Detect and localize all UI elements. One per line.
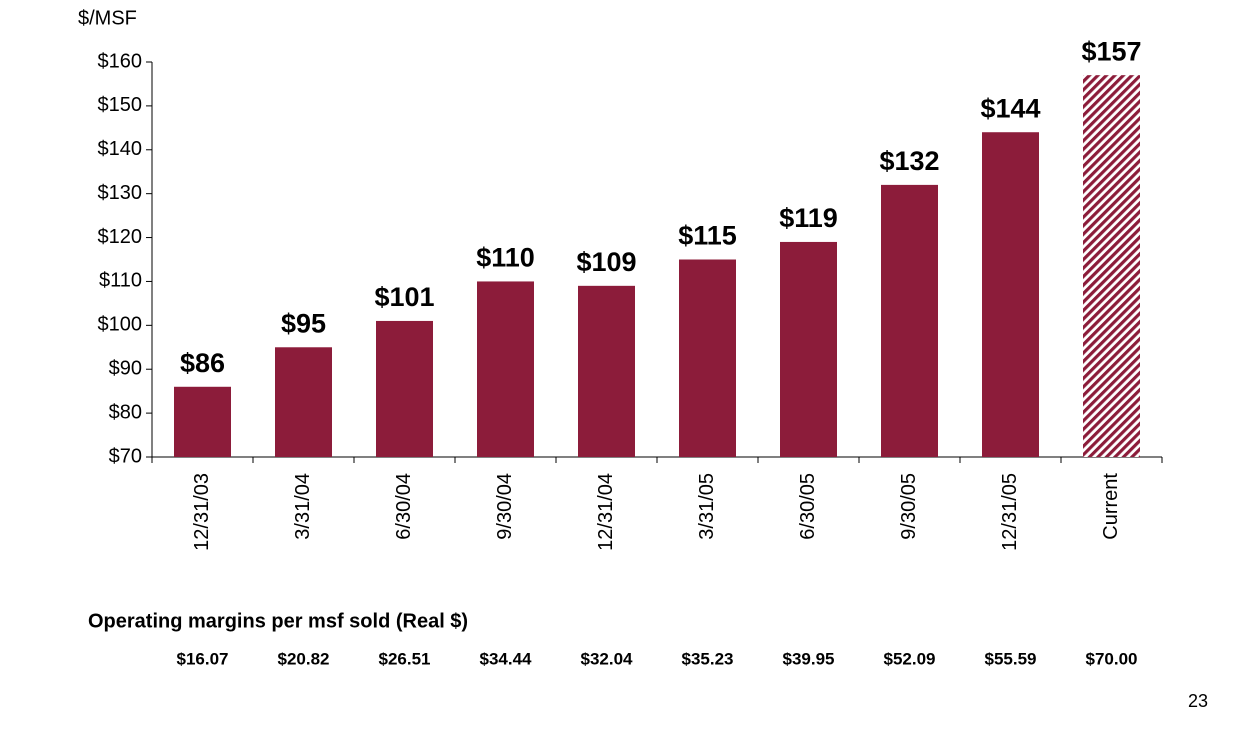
margin-label: $39.95: [783, 649, 835, 668]
y-tick-label: $70: [109, 445, 142, 467]
margin-label: $52.09: [884, 649, 936, 668]
x-tick-label: 3/31/05: [696, 473, 718, 540]
margin-label: $70.00: [1086, 649, 1138, 668]
y-tick-label: $100: [98, 314, 143, 336]
value-label: $101: [374, 282, 434, 312]
value-label: $119: [779, 203, 838, 233]
margin-label: $32.04: [581, 649, 634, 668]
y-tick-label: $110: [99, 270, 142, 292]
bar: [477, 281, 534, 457]
y-axis-title: $/MSF: [78, 7, 137, 29]
x-tick-label: 9/30/05: [898, 473, 920, 540]
y-tick-label: $150: [98, 94, 143, 116]
y-tick-label: $80: [109, 401, 142, 423]
bar: [174, 386, 231, 457]
y-tick-label: $120: [98, 226, 143, 248]
value-label: $132: [879, 146, 939, 176]
bar: [679, 259, 736, 457]
value-label: $109: [576, 247, 636, 277]
value-label: $95: [281, 308, 326, 338]
bar: [275, 347, 332, 457]
x-tick-label: 6/30/05: [797, 473, 819, 540]
y-tick-label: $140: [98, 138, 143, 160]
margin-label: $55.59: [985, 649, 1037, 668]
margin-label: $26.51: [379, 649, 431, 668]
bar: [376, 320, 433, 457]
margins-title: Operating margins per msf sold (Real $): [88, 610, 468, 632]
margin-label: $34.44: [480, 649, 533, 668]
bar: [780, 241, 837, 457]
page-number: 23: [1188, 691, 1208, 711]
value-label: $110: [476, 243, 535, 273]
x-tick-label: Current: [1100, 473, 1122, 540]
value-label: $144: [980, 93, 1040, 123]
value-label: $157: [1081, 36, 1141, 66]
x-tick-label: 9/30/04: [494, 473, 516, 540]
y-tick-label: $130: [98, 182, 143, 204]
x-tick-label: 12/31/05: [999, 473, 1021, 551]
bar: [881, 184, 938, 457]
y-tick-label: $160: [98, 50, 143, 72]
margin-label: $20.82: [278, 649, 330, 668]
x-tick-label: 3/31/04: [292, 473, 314, 540]
x-tick-label: 6/30/04: [393, 473, 415, 540]
x-tick-label: 12/31/03: [191, 473, 213, 551]
margin-label: $35.23: [682, 649, 734, 668]
x-tick-label: 12/31/04: [595, 473, 617, 551]
value-label: $115: [678, 221, 737, 251]
y-tick-label: $90: [109, 358, 142, 380]
bar: [982, 132, 1039, 457]
bar: [1083, 75, 1140, 458]
bar: [578, 285, 635, 457]
value-label: $86: [180, 348, 225, 378]
margin-label: $16.07: [177, 649, 229, 668]
